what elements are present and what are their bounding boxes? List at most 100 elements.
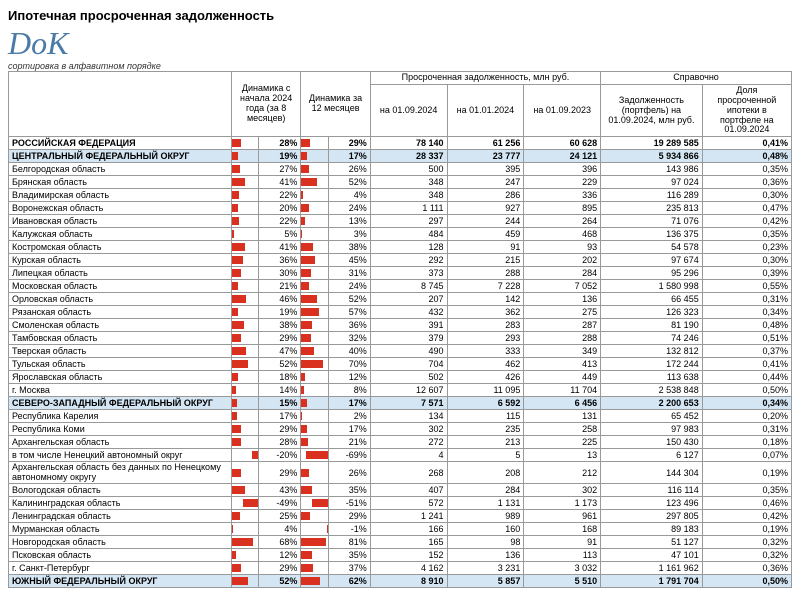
cell-v1: 302 [370, 423, 447, 436]
cell-name: Рязанская область [9, 306, 232, 319]
th-d3: на 01.09.2023 [524, 84, 601, 136]
bar-cell [231, 189, 258, 202]
cell-p8: 46% [259, 293, 301, 306]
cell-share: 0,51% [702, 332, 791, 345]
cell-v3: 961 [524, 510, 601, 523]
bar-cell [301, 397, 328, 410]
cell-v2: 61 256 [447, 137, 524, 150]
cell-v2: 244 [447, 215, 524, 228]
table-row: РОССИЙСКАЯ ФЕДЕРАЦИЯ28%29%78 14061 25660… [9, 137, 792, 150]
cell-port: 54 578 [601, 241, 703, 254]
cell-v3: 895 [524, 202, 601, 215]
cell-p8: 19% [259, 150, 301, 163]
cell-p8: 43% [259, 484, 301, 497]
cell-p12: 17% [328, 150, 370, 163]
cell-p12: 29% [328, 510, 370, 523]
cell-port: 97 674 [601, 254, 703, 267]
cell-v2: 23 777 [447, 150, 524, 163]
cell-v2: 395 [447, 163, 524, 176]
table-row: Вологодская область43%35%407284302116 11… [9, 484, 792, 497]
cell-port: 97 024 [601, 176, 703, 189]
cell-v1: 272 [370, 436, 447, 449]
cell-p8: 29% [259, 423, 301, 436]
cell-p12: 24% [328, 280, 370, 293]
table-row: Ивановская область22%13%29724426471 0760… [9, 215, 792, 228]
cell-name: Мурманская область [9, 523, 232, 536]
cell-v3: 396 [524, 163, 601, 176]
bar-cell [301, 254, 328, 267]
cell-v2: 160 [447, 523, 524, 536]
table-row: в том числе Ненецкий автономный округ-20… [9, 449, 792, 462]
cell-p12: 52% [328, 176, 370, 189]
cell-share: 0,34% [702, 397, 791, 410]
cell-port: 65 452 [601, 410, 703, 423]
bar-cell [301, 371, 328, 384]
cell-name: Ленинградская область [9, 510, 232, 523]
table-row: Орловская область46%52%20714213666 4550,… [9, 293, 792, 306]
cell-p8: 47% [259, 345, 301, 358]
cell-p8: 15% [259, 397, 301, 410]
cell-p12: 24% [328, 202, 370, 215]
cell-p8: 22% [259, 215, 301, 228]
bar-cell [301, 280, 328, 293]
cell-port: 2 538 848 [601, 384, 703, 397]
bar-cell [231, 562, 258, 575]
bar-cell [301, 410, 328, 423]
bar-cell [231, 510, 258, 523]
cell-p12: 32% [328, 332, 370, 345]
bar-cell [301, 306, 328, 319]
sort-note: сортировка в алфавитном порядке [8, 61, 792, 71]
cell-v1: 166 [370, 523, 447, 536]
cell-share: 0,35% [702, 163, 791, 176]
cell-v1: 490 [370, 345, 447, 358]
cell-name: Калининградская область [9, 497, 232, 510]
bar-cell [301, 137, 328, 150]
bar-cell [231, 306, 258, 319]
cell-p8: 20% [259, 202, 301, 215]
bar-cell [301, 163, 328, 176]
cell-v3: 93 [524, 241, 601, 254]
cell-name: Ярославская область [9, 371, 232, 384]
cell-p12: 45% [328, 254, 370, 267]
cell-v3: 60 628 [524, 137, 601, 150]
bar-cell [301, 176, 328, 189]
table-row: Мурманская область4%-1%16616016889 1830,… [9, 523, 792, 536]
th-overdue-group: Просроченная задолженность, млн руб. [370, 72, 600, 85]
cell-v2: 98 [447, 536, 524, 549]
cell-v1: 704 [370, 358, 447, 371]
bar-cell [301, 267, 328, 280]
table-row: Тамбовская область29%32%37929328874 2460… [9, 332, 792, 345]
cell-v1: 4 [370, 449, 447, 462]
cell-p12: 35% [328, 549, 370, 562]
table-row: Республика Карелия17%2%13411513165 4520,… [9, 410, 792, 423]
cell-share: 0,31% [702, 423, 791, 436]
cell-port: 81 190 [601, 319, 703, 332]
bar-cell [231, 384, 258, 397]
cell-p8: 27% [259, 163, 301, 176]
table-body: РОССИЙСКАЯ ФЕДЕРАЦИЯ28%29%78 14061 25660… [9, 137, 792, 588]
th-name [9, 72, 232, 137]
bar-cell [301, 423, 328, 436]
cell-share: 0,32% [702, 536, 791, 549]
cell-v1: 572 [370, 497, 447, 510]
cell-port: 71 076 [601, 215, 703, 228]
cell-name: Костромская область [9, 241, 232, 254]
table-row: ЦЕНТРАЛЬНЫЙ ФЕДЕРАЛЬНЫЙ ОКРУГ19%17%28 33… [9, 150, 792, 163]
cell-v2: 3 231 [447, 562, 524, 575]
cell-v3: 413 [524, 358, 601, 371]
cell-p12: 21% [328, 436, 370, 449]
cell-p12: -1% [328, 523, 370, 536]
cell-port: 123 496 [601, 497, 703, 510]
cell-p8: 41% [259, 241, 301, 254]
table-row: Воронежская область20%24%1 111927895235 … [9, 202, 792, 215]
cell-v3: 91 [524, 536, 601, 549]
th-d2: на 01.01.2024 [447, 84, 524, 136]
bar-cell [301, 189, 328, 202]
cell-share: 0,19% [702, 462, 791, 484]
cell-v2: 989 [447, 510, 524, 523]
cell-v2: 288 [447, 267, 524, 280]
cell-p12: 62% [328, 575, 370, 588]
cell-v3: 468 [524, 228, 601, 241]
cell-v3: 5 510 [524, 575, 601, 588]
cell-p8: 21% [259, 280, 301, 293]
